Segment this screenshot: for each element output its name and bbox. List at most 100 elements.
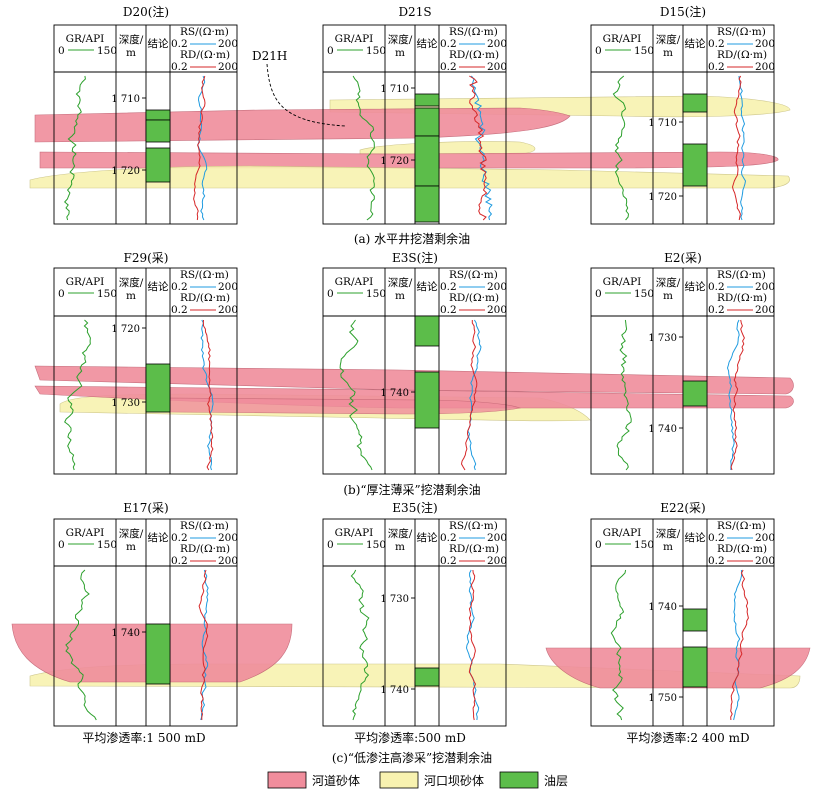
depth-tick-label: 1 720 [648,192,677,203]
rs-max-label: 200 [755,532,775,544]
log-frame [322,267,507,475]
panel-caption: (b)“厚注薄采”挖潜剩余油 [343,482,480,497]
rd-max-label: 200 [218,555,238,567]
panel-caption: (c)“低渗注高渗采”挖潜剩余油 [332,750,492,765]
rd-min-label: 0.2 [708,304,725,316]
gr-max-label: 150 [634,539,654,551]
conclusion-track-label: 结论 [148,37,169,50]
rs-min-label: 0.2 [440,532,457,544]
conclusion-track-label: 结论 [148,280,169,293]
rd-max-label: 200 [755,555,775,567]
panel-caption: (a) 水平井挖潜剩余油 [354,231,470,246]
rs-curve [197,75,208,221]
oil-layer [145,363,171,413]
gr-max-label: 150 [634,45,654,57]
oil-layer [682,143,708,187]
gr-max-label: 150 [366,45,386,57]
gr-track-label: GR/API [335,276,374,288]
rs-track-label: RS/(Ω·m) [449,26,498,38]
legend: 河道砂体 河口坝砂体 油层 [267,771,568,789]
rd-max-label: 200 [487,304,507,316]
gr-min-label: 0 [595,45,602,57]
depth-tick-label: 1 730 [380,594,409,605]
gr-curve [350,569,370,721]
channel-b1 [34,365,794,395]
gr-curve [65,569,97,721]
gr-curve [616,319,632,471]
rd-track-label: RD/(Ω·m) [449,292,499,304]
gr-min-label: 0 [595,288,602,300]
depth-track-label: 深度/ [656,276,681,289]
rd-track-label: RD/(Ω·m) [717,543,767,555]
depth-track-label: 深度/ [388,33,413,46]
well-title: E22(采) [660,501,705,515]
depth-track-label: 深度/ [119,276,144,289]
permeability-label: 平均渗透率:2 400 mD [626,730,749,745]
log-frame [53,24,238,225]
log-frame [53,267,238,475]
rs-curve [200,319,214,471]
gr-max-label: 150 [97,288,117,300]
gr-track-label: GR/API [335,33,374,45]
conclusion-track-label: 结论 [417,531,438,544]
rs-track-label: RS/(Ω·m) [449,520,498,532]
rs-min-label: 0.2 [171,532,188,544]
log-frame [53,518,238,727]
horizontal-well-trajectory [266,63,346,127]
well-title: D15(注) [660,4,706,19]
gr-track-label: GR/API [603,527,642,539]
rd-max-label: 200 [487,555,507,567]
rd-track-label: RD/(Ω·m) [717,292,767,304]
rd-max-label: 200 [755,304,775,316]
depth-unit-label: m [126,541,136,553]
conclusion-track-label: 结论 [417,37,438,50]
oil-layer [414,93,440,107]
depth-tick-label: 1 710 [380,84,409,95]
well-title: E35(注) [392,500,437,515]
rd-curve [731,75,742,221]
rs-min-label: 0.2 [440,281,457,293]
gr-track-label: GR/API [335,527,374,539]
rd-curve [469,75,488,221]
rs-track-label: RS/(Ω·m) [717,520,766,532]
rs-max-label: 200 [755,38,775,50]
log-frame [322,518,507,727]
depth-tick-label: 1 710 [648,118,677,129]
rd-curve [202,319,214,471]
oil-layer [145,109,171,121]
rd-min-label: 0.2 [171,304,188,316]
gr-track-label: GR/API [603,33,642,45]
depth-unit-label: m [395,541,405,553]
depth-unit-label: m [663,290,673,302]
log-frame [590,24,775,225]
conclusion-track-label: 结论 [685,531,706,544]
oil-layer [682,93,708,113]
rd-min-label: 0.2 [171,61,188,73]
channel-c2 [545,647,811,689]
rs-min-label: 0.2 [708,532,725,544]
depth-tick-label: 1 740 [648,424,677,435]
permeability-label: 平均渗透率:500 mD [354,730,466,745]
depth-tick-label: 1 750 [648,693,677,704]
channel-a1 [34,107,571,143]
log-frame [590,267,775,475]
rs-track-label: RS/(Ω·m) [180,269,229,281]
rs-max-label: 200 [755,281,775,293]
depth-tick-label: 1 720 [111,166,140,177]
depth-unit-label: m [395,290,405,302]
rd-min-label: 0.2 [440,555,457,567]
well-title: D21S [398,5,431,19]
oil-layer [414,371,440,429]
rd-track-label: RD/(Ω·m) [717,49,767,61]
oil-layer [414,135,440,187]
gr-curve [63,75,86,221]
depth-tick-label: 1 730 [648,333,677,344]
gr-min-label: 0 [327,45,334,57]
rs-curve [467,319,482,471]
rd-min-label: 0.2 [171,555,188,567]
rs-max-label: 200 [487,38,507,50]
gr-max-label: 150 [97,45,117,57]
rs-track-label: RS/(Ω·m) [449,269,498,281]
conclusion-track-label: 结论 [685,280,706,293]
